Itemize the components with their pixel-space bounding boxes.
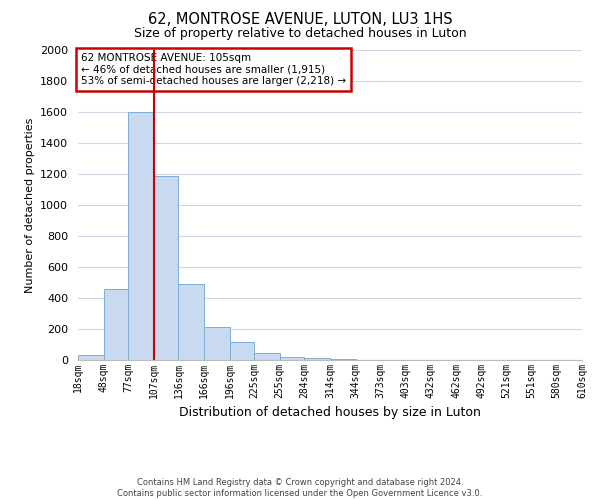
Bar	[128, 112, 154, 360]
Bar	[204, 328, 230, 360]
Bar	[254, 353, 280, 360]
Text: Contains HM Land Registry data © Crown copyright and database right 2024.
Contai: Contains HM Land Registry data © Crown c…	[118, 478, 482, 498]
Bar	[104, 288, 128, 360]
Bar	[304, 358, 330, 360]
Bar	[230, 342, 254, 360]
Bar	[178, 284, 204, 360]
Text: 62, MONTROSE AVENUE, LUTON, LU3 1HS: 62, MONTROSE AVENUE, LUTON, LU3 1HS	[148, 12, 452, 28]
X-axis label: Distribution of detached houses by size in Luton: Distribution of detached houses by size …	[179, 406, 481, 420]
Bar	[280, 357, 304, 360]
Bar	[330, 359, 356, 360]
Text: 62 MONTROSE AVENUE: 105sqm
← 46% of detached houses are smaller (1,915)
53% of s: 62 MONTROSE AVENUE: 105sqm ← 46% of deta…	[81, 53, 346, 86]
Bar	[154, 176, 178, 360]
Text: Size of property relative to detached houses in Luton: Size of property relative to detached ho…	[134, 28, 466, 40]
Bar	[78, 354, 104, 360]
Y-axis label: Number of detached properties: Number of detached properties	[25, 118, 35, 292]
